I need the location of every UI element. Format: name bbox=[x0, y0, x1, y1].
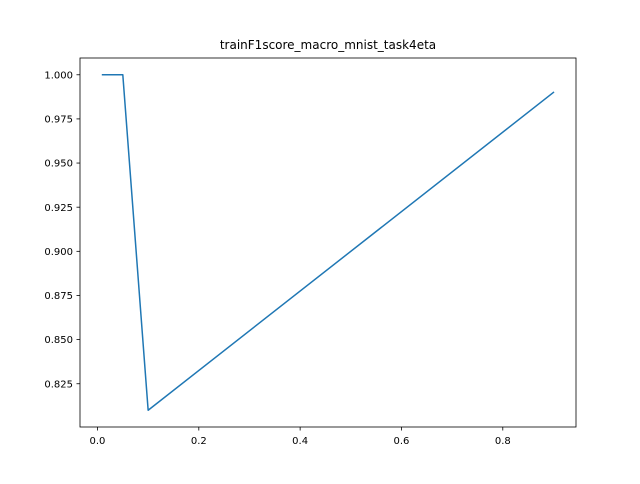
series-line bbox=[101, 74, 555, 411]
x-tick-label: 0.6 bbox=[394, 436, 410, 447]
y-tick-label: 0.925 bbox=[44, 203, 73, 214]
plot-area bbox=[101, 74, 555, 411]
y-tick-label: 0.975 bbox=[44, 115, 73, 126]
y-tick-label: 0.825 bbox=[44, 379, 73, 390]
x-tick-label: 0.0 bbox=[90, 436, 106, 447]
chart-title: trainF1score_macro_mnist_task4eta bbox=[220, 38, 436, 52]
x-tick-label: 0.4 bbox=[292, 436, 308, 447]
y-axis-ticks: 0.825 0.850 0.875 0.900 0.925 0.950 0.975 1.000 bbox=[44, 70, 80, 390]
y-tick-label: 0.900 bbox=[44, 247, 73, 258]
y-tick-label: 0.950 bbox=[44, 159, 73, 170]
x-tick-label: 0.2 bbox=[191, 436, 207, 447]
x-tick-label: 0.8 bbox=[495, 436, 511, 447]
y-tick-label: 0.875 bbox=[44, 291, 73, 302]
y-tick-label: 0.850 bbox=[44, 335, 73, 346]
x-axis-ticks: 0.0 0.2 0.4 0.6 0.8 bbox=[90, 427, 511, 447]
axes-frame bbox=[79, 57, 577, 428]
y-tick-label: 1.000 bbox=[44, 70, 73, 81]
